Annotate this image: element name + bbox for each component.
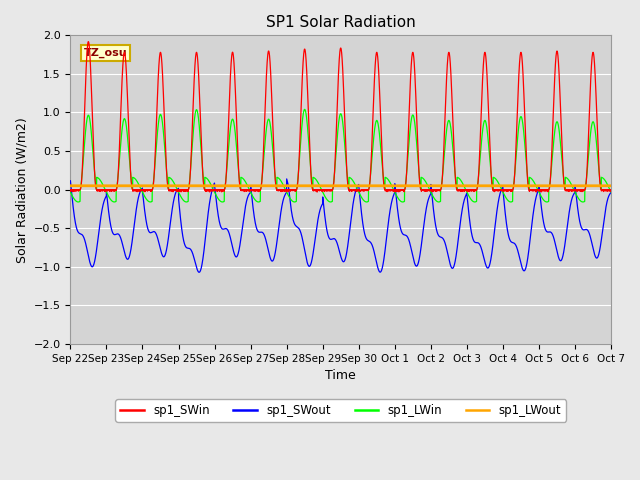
- Legend: sp1_SWin, sp1_SWout, sp1_LWin, sp1_LWout: sp1_SWin, sp1_SWout, sp1_LWin, sp1_LWout: [115, 399, 566, 421]
- Text: TZ_osu: TZ_osu: [84, 48, 127, 58]
- Y-axis label: Solar Radiation (W/m2): Solar Radiation (W/m2): [15, 117, 28, 263]
- X-axis label: Time: Time: [325, 369, 356, 382]
- Title: SP1 Solar Radiation: SP1 Solar Radiation: [266, 15, 415, 30]
